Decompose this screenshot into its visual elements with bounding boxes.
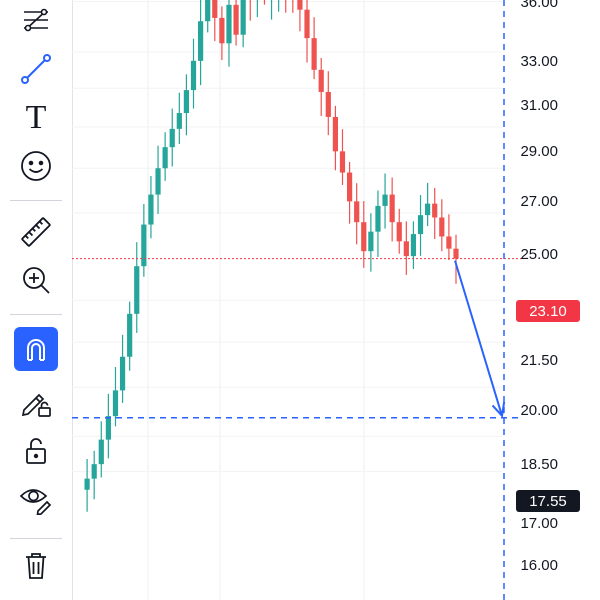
price-axis-label: 36.00 [520,0,558,11]
zoom-in-icon [23,267,50,294]
candle-body [375,205,381,232]
candle-body [446,236,452,249]
price-axis-label: 27.00 [520,193,558,210]
chart-area[interactable]: 36.00 33.00 31.00 29.00 27.00 25.00 21.5… [72,0,600,600]
text-tool-icon: T [25,99,47,136]
zoom-in-tool[interactable] [14,258,58,302]
price-axis-label: 16.00 [520,557,558,574]
current-price-tag: 23.10 [516,300,580,322]
forecast-arrow-line [454,260,503,417]
candle-body [155,168,161,195]
candle-body [318,69,324,92]
candle-body [183,90,190,114]
candle-body [304,9,310,39]
trend-line-tool-icon [21,54,51,84]
price-axis-label: 29.00 [520,143,558,160]
candle-body [332,116,338,152]
hide-drawings-tool[interactable] [14,476,58,520]
unlock-icon [26,438,46,464]
candle-body [403,241,409,257]
remove-drawings-tool[interactable] [14,543,58,587]
candle-body [432,203,438,218]
candle-body [134,266,140,314]
candle-body [439,217,445,237]
candle-body [417,215,424,235]
ruler-tool-icon [21,217,51,247]
candle-body [389,194,395,223]
candle-body [141,224,147,267]
candle-body [339,151,346,173]
price-axis-label: 20.00 [520,402,558,419]
toolbar-separator [10,538,62,539]
candle-body [205,0,211,22]
candle-body [190,60,197,91]
candle-body [176,113,182,129]
trash-icon [26,553,46,579]
candle-body [354,201,360,223]
fib-retracement-tool[interactable] [14,0,58,44]
price-axis-label: 17.00 [520,515,558,532]
price-chart[interactable] [72,0,600,600]
unlock-tool[interactable] [14,428,58,472]
candle-body [212,0,218,18]
emoji-tool[interactable] [14,144,58,188]
trend-line-tool[interactable] [14,47,58,91]
candle-body [361,222,367,252]
candle-body [240,0,246,35]
candle-body [84,478,90,490]
candle-body [98,439,104,465]
fib-retracement-tool-icon [24,8,48,32]
candle-body [127,313,133,357]
candle-body [119,356,126,391]
candle-body [105,416,111,440]
lock-drawings-icon [21,393,51,417]
magnet-tool[interactable] [14,327,58,371]
emoji-tool-icon [21,151,51,181]
candle-body [311,38,317,70]
price-axis-label: 21.50 [520,352,558,369]
candle-body [162,147,168,169]
toolbar-separator [10,314,62,315]
price-axis-label: 25.00 [520,246,558,263]
candle-body [325,91,331,117]
candle-body [396,222,402,242]
candle-body [226,4,232,44]
candle-body [112,390,119,417]
candle-body [382,194,388,206]
ruler-tool[interactable] [14,210,58,254]
lock-drawings-tool[interactable] [14,380,58,424]
candle-body [453,248,459,259]
forecast-arrow-head [491,401,506,418]
candle-body [297,0,303,10]
candle-body [410,234,417,257]
price-axis-label: 31.00 [520,97,558,114]
eye-icon [19,489,52,515]
candle-body [219,17,225,44]
candle-body [233,4,239,35]
target-price-tag: 17.55 [516,490,580,512]
toolbar-separator [10,200,62,201]
candle-body [425,203,431,216]
candle-body [91,464,97,479]
candle-body [169,128,175,148]
text-tool[interactable]: T [14,96,58,140]
price-axis-label: 18.50 [520,456,558,473]
candle-body [198,21,204,61]
candle-body [368,231,374,252]
magnet-icon [27,339,45,361]
drawing-toolbar: T [0,0,73,600]
candle-body [148,194,154,225]
candle-body [346,172,353,202]
price-axis-label: 33.00 [520,53,558,70]
